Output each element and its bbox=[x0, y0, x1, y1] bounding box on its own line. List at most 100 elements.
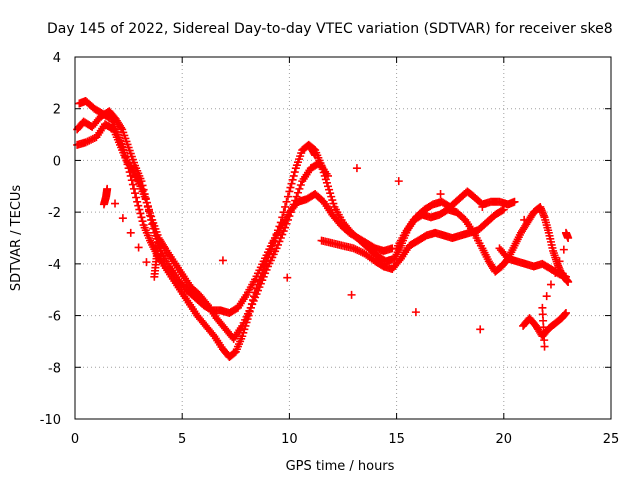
data-point bbox=[295, 184, 304, 193]
data-point bbox=[133, 197, 142, 206]
data-point bbox=[564, 277, 573, 286]
data-point bbox=[218, 256, 227, 265]
data-point bbox=[286, 208, 295, 217]
data-point bbox=[291, 196, 300, 205]
y-tick-label: -8 bbox=[48, 361, 61, 376]
data-point bbox=[288, 175, 297, 184]
data-point bbox=[352, 164, 361, 173]
tick-labels: 0 5 10 15 20 25 -10 -8 -6 -4 -2 0 2 4 bbox=[40, 51, 620, 447]
data-point bbox=[347, 290, 356, 299]
data-point bbox=[275, 222, 284, 231]
data-point bbox=[137, 213, 146, 222]
data-point bbox=[498, 206, 507, 215]
data-point bbox=[117, 123, 126, 132]
data-point bbox=[135, 205, 144, 214]
data-point bbox=[85, 136, 94, 145]
data-point bbox=[559, 245, 568, 254]
y-tick-label: 0 bbox=[53, 154, 61, 169]
data-point bbox=[293, 188, 302, 197]
data-point bbox=[306, 143, 315, 152]
data-series bbox=[75, 96, 519, 361]
data-point bbox=[542, 292, 551, 301]
x-tick-label: 5 bbox=[178, 432, 186, 447]
data-point bbox=[289, 171, 298, 180]
data-point bbox=[127, 176, 136, 185]
data-point bbox=[118, 214, 127, 223]
data-point bbox=[131, 189, 140, 198]
plot-frame bbox=[74, 56, 612, 420]
data-point bbox=[282, 219, 291, 228]
data-points bbox=[73, 96, 573, 361]
data-point bbox=[103, 184, 112, 193]
data-point bbox=[323, 171, 332, 180]
data-point bbox=[551, 268, 560, 277]
data-point bbox=[561, 308, 570, 317]
grid bbox=[75, 57, 611, 419]
data-point bbox=[286, 183, 295, 192]
data-series bbox=[392, 202, 573, 286]
data-point bbox=[349, 244, 358, 253]
data-point bbox=[134, 243, 143, 252]
data-point bbox=[111, 199, 120, 208]
data-point bbox=[285, 212, 294, 221]
y-tick-label: 4 bbox=[53, 51, 61, 66]
data-point bbox=[283, 215, 292, 224]
data-point bbox=[351, 245, 360, 254]
data-series bbox=[99, 143, 573, 351]
data-point bbox=[287, 179, 296, 188]
data-series bbox=[519, 308, 570, 341]
data-point bbox=[411, 308, 420, 317]
data-point bbox=[356, 247, 365, 256]
data-point bbox=[266, 245, 275, 254]
data-point bbox=[83, 137, 92, 146]
data-series bbox=[317, 205, 508, 274]
data-point bbox=[538, 303, 547, 312]
y-tick-label: 2 bbox=[53, 103, 61, 118]
data-point bbox=[276, 218, 285, 227]
data-point bbox=[142, 258, 151, 267]
data-point bbox=[436, 190, 445, 199]
data-point bbox=[290, 168, 299, 177]
x-axis-label: GPS time / hours bbox=[286, 459, 395, 474]
data-point bbox=[355, 246, 364, 255]
data-point bbox=[296, 180, 305, 189]
data-point bbox=[285, 187, 294, 196]
data-point bbox=[283, 273, 292, 282]
data-point bbox=[555, 257, 564, 266]
data-point bbox=[282, 197, 291, 206]
y-tick-label: -2 bbox=[48, 206, 61, 221]
data-point bbox=[292, 192, 301, 201]
y-tick-label: -4 bbox=[48, 258, 61, 273]
data-point bbox=[273, 226, 282, 235]
data-point bbox=[278, 213, 287, 222]
y-tick-label: -10 bbox=[40, 413, 61, 428]
data-point bbox=[510, 197, 519, 206]
data-point bbox=[561, 272, 570, 281]
data-point bbox=[353, 246, 362, 255]
data-point bbox=[128, 180, 137, 189]
data-point bbox=[268, 241, 277, 250]
data-point bbox=[134, 201, 143, 210]
data-point bbox=[154, 239, 163, 248]
data-point bbox=[129, 184, 138, 193]
data-point bbox=[289, 200, 298, 209]
data-point bbox=[520, 215, 529, 224]
y-tick-label: -6 bbox=[48, 310, 61, 325]
data-point bbox=[81, 138, 90, 147]
data-point bbox=[561, 228, 570, 237]
data-point bbox=[132, 193, 141, 202]
data-point bbox=[279, 208, 288, 217]
data-point bbox=[281, 223, 290, 232]
data-series bbox=[495, 244, 570, 281]
chart-title: Day 145 of 2022, Sidereal Day-to-day VTE… bbox=[47, 21, 613, 37]
x-tick-label: 20 bbox=[496, 432, 513, 447]
x-tick-label: 10 bbox=[281, 432, 298, 447]
data-point bbox=[138, 217, 147, 226]
data-point bbox=[126, 228, 135, 237]
data-point bbox=[88, 134, 97, 143]
data-point bbox=[136, 209, 145, 218]
data-point bbox=[283, 192, 292, 201]
data-point bbox=[87, 135, 96, 144]
x-tick-label: 0 bbox=[71, 432, 79, 447]
